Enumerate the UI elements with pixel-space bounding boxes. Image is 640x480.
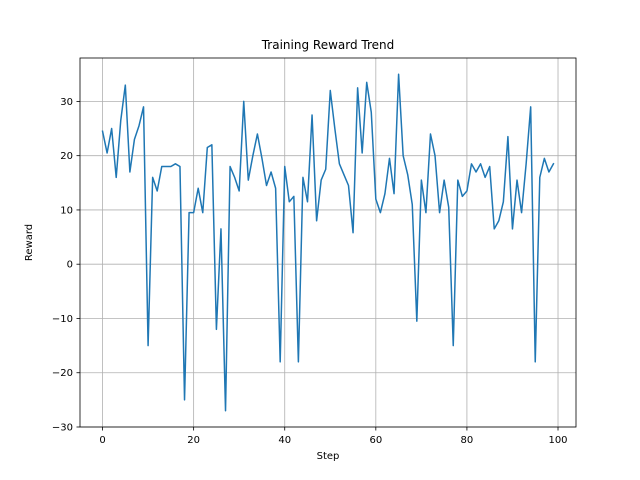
y-tick-label: 10 [60,205,73,216]
y-tick-label: 0 [67,260,73,271]
series-line-0 [101,73,555,412]
grid [80,58,576,428]
x-tick-label: 80 [461,435,474,446]
x-tick-label: 0 [99,435,105,446]
x-axis-label: Step [317,451,340,462]
x-tick-label: 20 [187,435,200,446]
y-tick-label: 20 [60,151,73,162]
y-tick-label: −30 [52,423,73,434]
x-tick-label: 60 [369,435,382,446]
plot-frame [79,57,577,428]
y-tick-label: 30 [60,97,73,108]
series-layer [101,73,555,412]
x-tick-label: 100 [548,435,567,446]
y-axis-label: Reward [24,224,35,261]
ticks: 0 20 40 60 80 100 −30 −20 −10 0 10 20 30 [52,97,568,446]
chart-title: Training Reward Trend [261,38,395,52]
y-tick-label: −20 [52,368,73,379]
y-tick-label: −10 [52,314,73,325]
x-tick-label: 40 [278,435,291,446]
